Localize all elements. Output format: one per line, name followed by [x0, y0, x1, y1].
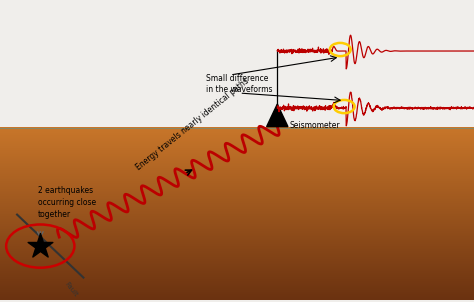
Text: Seismometer: Seismometer [289, 121, 340, 130]
Bar [0, 0, 474, 127]
Polygon shape [266, 104, 288, 127]
Text: Energy travels nearly identical paths: Energy travels nearly identical paths [134, 76, 250, 172]
Point [36, 244, 44, 249]
Text: Fault: Fault [64, 281, 79, 297]
Text: Small difference
in the waveforms: Small difference in the waveforms [206, 73, 273, 94]
Text: 2 earthquakes
occurring close
together: 2 earthquakes occurring close together [38, 187, 96, 219]
